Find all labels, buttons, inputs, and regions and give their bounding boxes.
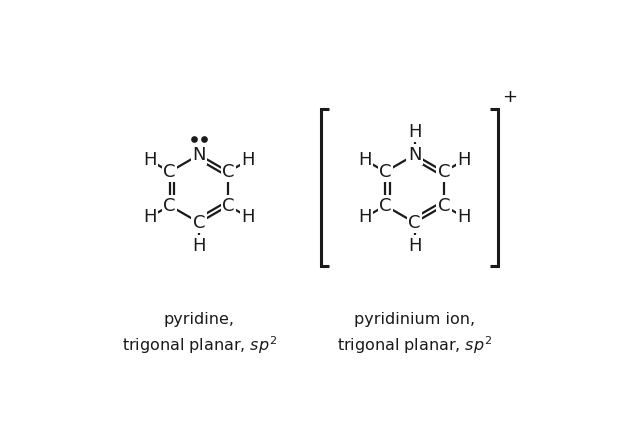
Text: pyridinium ion,: pyridinium ion, [354,312,475,327]
Text: N: N [192,146,206,164]
Text: N: N [408,146,421,164]
Text: trigonal planar, $\mathit{sp}^2$: trigonal planar, $\mathit{sp}^2$ [121,334,276,356]
Text: +: + [503,87,518,106]
Text: H: H [143,208,156,226]
Text: C: C [164,163,176,181]
Text: H: H [458,208,471,226]
Text: H: H [408,123,421,141]
Text: C: C [408,214,421,232]
Text: C: C [438,163,450,181]
Text: pyridine,: pyridine, [164,312,234,327]
Text: H: H [408,237,421,255]
Text: H: H [242,151,255,169]
Text: H: H [242,208,255,226]
Text: H: H [359,151,372,169]
Text: H: H [359,208,372,226]
Text: C: C [379,163,391,181]
Text: C: C [379,197,391,215]
Text: C: C [164,197,176,215]
Text: trigonal planar, $\mathit{sp}^2$: trigonal planar, $\mathit{sp}^2$ [337,334,492,356]
Text: C: C [192,214,205,232]
Text: H: H [143,151,156,169]
Text: H: H [192,237,206,255]
Text: C: C [222,197,234,215]
Text: C: C [222,163,234,181]
Text: C: C [438,197,450,215]
Text: H: H [458,151,471,169]
